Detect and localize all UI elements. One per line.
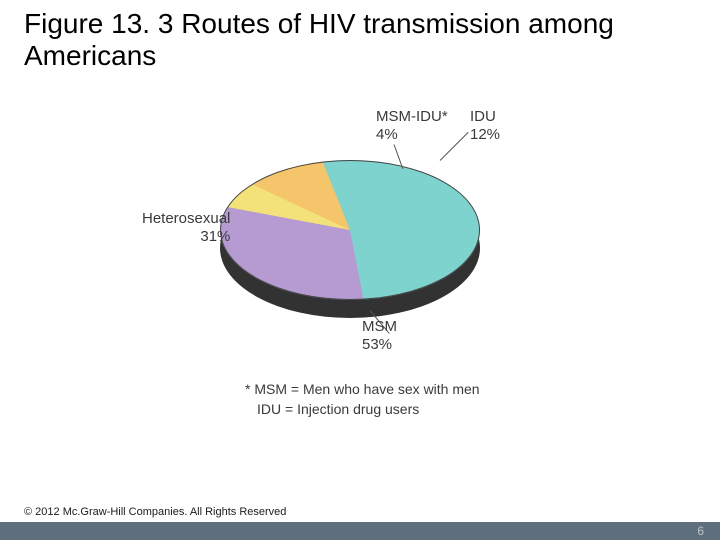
- pie-disc: [220, 160, 480, 300]
- callout-pct: 53%: [362, 336, 397, 354]
- callout-heterosexual: Heterosexual 31%: [142, 210, 230, 246]
- callout-pct: 12%: [470, 126, 500, 144]
- bottom-band: 6: [0, 522, 720, 540]
- callout-label: Heterosexual: [142, 210, 230, 228]
- footnote-line: IDU = Injection drug users: [257, 400, 480, 420]
- page-title: Figure 13. 3 Routes of HIV transmission …: [24, 8, 684, 72]
- footnote: * MSM = Men who have sex with men IDU = …: [245, 380, 480, 419]
- pie-chart: MSM-IDU* 4% IDU 12% Heterosexual 31% MSM…: [110, 100, 610, 420]
- page-number: 6: [697, 524, 704, 538]
- pie-surface: [220, 160, 480, 300]
- copyright-text: © 2012 Mc.Graw-Hill Companies. All Right…: [24, 506, 286, 518]
- callout-label: IDU: [470, 108, 500, 126]
- callout-pct: 4%: [376, 126, 448, 144]
- callout-idu: IDU 12%: [470, 108, 500, 144]
- callout-label: MSM-IDU*: [376, 108, 448, 126]
- footnote-line: * MSM = Men who have sex with men: [245, 380, 480, 400]
- pie-wrap: [220, 160, 480, 310]
- callout-pct: 31%: [142, 228, 230, 246]
- callout-msm-idu: MSM-IDU* 4%: [376, 108, 448, 144]
